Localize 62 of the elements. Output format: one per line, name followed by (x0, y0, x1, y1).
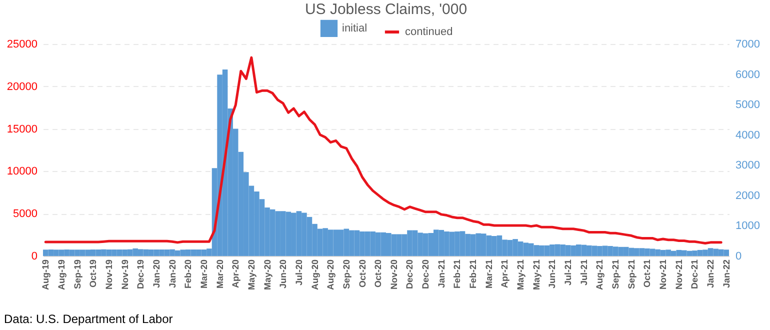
x-tick-label: Mar-20 (198, 260, 209, 289)
x-tick-label: Nov-21 (674, 260, 684, 290)
y-tick-label: 25000 (6, 38, 38, 50)
x-tick-label: May-21 (516, 260, 526, 290)
y2-tick-label: 7000 (736, 38, 760, 50)
y-tick-label: 15000 (6, 123, 38, 136)
x-tick-label: Sep-19 (72, 260, 82, 290)
x-tick-label: Jan-20 (167, 260, 178, 288)
x-tick-label: Jan-22 (721, 260, 732, 288)
y2-tick-label: 2000 (736, 190, 760, 202)
y2-tick-label: 1000 (736, 220, 760, 232)
x-tick-label: Dec-20 (404, 260, 415, 290)
x-tick-label: Sep-21 (610, 260, 621, 290)
y2-tick-label: 6000 (736, 68, 760, 81)
x-tick-label: Aug-19 (40, 260, 51, 290)
x-tick-label: Apr-21 (500, 260, 510, 288)
y2-tick-label: 0 (736, 250, 742, 262)
x-tick-label: Mar-21 (484, 260, 494, 289)
legend-label: continued (405, 26, 453, 38)
x-tick-label: Jun-21 (547, 260, 558, 289)
x-tick-label: Nov-19 (104, 260, 114, 290)
x-tick-label: Sep-20 (341, 260, 352, 290)
x-tick-label: Oct-20 (373, 260, 384, 288)
x-tick-label: Feb-21 (452, 260, 462, 289)
y2-tick-label: 5000 (736, 99, 760, 112)
y-tick-label: 0 (31, 250, 38, 262)
x-tick-label: Aug-20 (326, 260, 336, 290)
x-tick-label: Dec-19 (136, 260, 146, 290)
x-tick-label: Oct-19 (88, 260, 98, 288)
x-tick-label: Nov-20 (388, 260, 399, 290)
chart-title: US Jobless Claims, '000 (304, 1, 468, 18)
y2-tick-label: 3000 (736, 160, 760, 172)
x-tick-label: Aug-19 (56, 260, 66, 290)
x-tick-label: Oct-20 (357, 260, 368, 288)
x-tick-label: Dec-21 (690, 260, 700, 290)
x-tick-label: Jan-20 (151, 260, 162, 288)
x-tick-label: Oct-21 (642, 260, 652, 288)
x-tick-label: Feb-20 (183, 260, 194, 289)
x-tick-label: Nov-19 (120, 260, 130, 290)
x-tick-label: Jul-21 (563, 260, 574, 286)
x-tick-label: Aug-21 (594, 260, 605, 290)
x-tick-label: Jan-22 (706, 260, 716, 288)
x-tick-label: Dec-20 (420, 260, 431, 290)
x-tick-label: Jul-20 (294, 260, 304, 286)
y-tick-label: 20000 (6, 80, 38, 93)
x-tick-label: Aug-20 (310, 260, 320, 290)
x-tick-label: Jun-20 (278, 260, 288, 289)
y2-tick-label: 4000 (736, 129, 760, 142)
x-tick-label: May-21 (531, 260, 542, 290)
y-tick-label: 10000 (6, 166, 38, 178)
x-tick-label: Sep-21 (626, 260, 636, 290)
x-tick-label: Feb-21 (468, 260, 478, 289)
legend-label: initial (342, 22, 368, 34)
x-tick-label: Mar-20 (214, 260, 225, 289)
x-tick-label: Apr-20 (230, 260, 241, 288)
x-tick-label: May-20 (262, 260, 272, 290)
x-tick-label: Jul-21 (578, 260, 589, 286)
x-tick-label: Jan-21 (436, 260, 446, 288)
x-tick-label: Nov-21 (658, 260, 668, 290)
text: Data: U.S. Department of Labor (4, 312, 173, 326)
x-tick-label: May-20 (246, 260, 256, 290)
y-tick-label: 5000 (13, 208, 38, 220)
